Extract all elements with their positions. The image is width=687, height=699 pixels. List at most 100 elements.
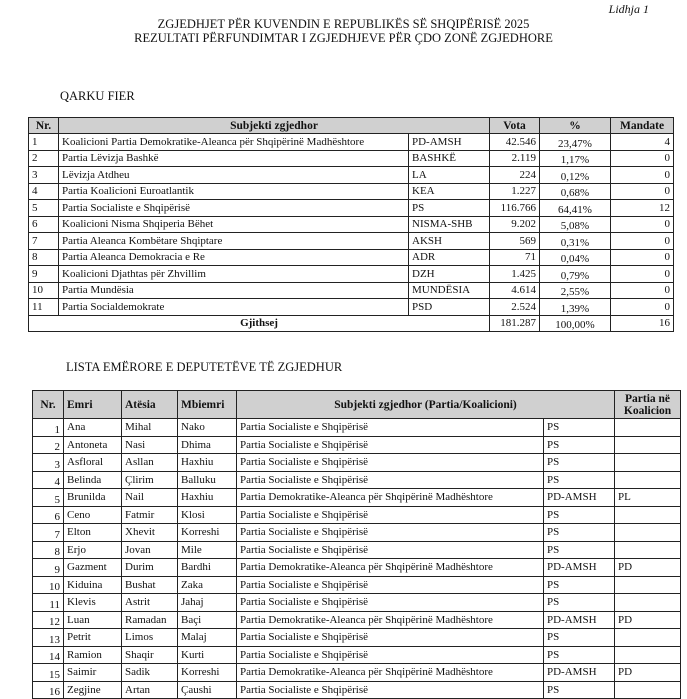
- table-row: 4 Partia Koalicioni Euroatlantik KEA 1.227 0…: [28, 182, 675, 200]
- father-name: Asllan: [121, 453, 178, 472]
- last-name: Korreshi: [177, 523, 237, 542]
- last-name: Mile: [177, 540, 237, 559]
- last-name: Kurti: [177, 645, 237, 664]
- mandates: 12: [610, 199, 675, 217]
- table-row: 16 Zegjine Artan Çaushi Partia Socialiste e …: [32, 680, 682, 699]
- row-nr: 3: [28, 166, 59, 184]
- subject-name: Partia Socialiste e Shqipërisë: [236, 680, 544, 699]
- first-name: Ceno: [63, 505, 122, 524]
- subject-name: Partia Socialiste e Shqipërisë: [236, 593, 544, 612]
- first-name: Saimir: [63, 663, 122, 682]
- col-subject: Subjekti zgjedhor: [57, 117, 491, 134]
- deputies-header-row: Nr. Emri Atësia Mbiemri Subjekti zgjedho…: [32, 390, 682, 419]
- mandates: 0: [610, 248, 675, 266]
- total-votes: 181.287: [489, 314, 541, 332]
- first-name: Zegjine: [63, 680, 122, 699]
- total-row: Gjithsej 181.287 100,00% 16: [27, 314, 675, 332]
- last-name: Balluku: [177, 470, 237, 489]
- coalition-party: [614, 575, 682, 594]
- col-votes: Vota: [489, 117, 541, 134]
- subject-abbr: PS: [542, 418, 616, 437]
- row-nr: 6: [32, 505, 64, 524]
- mandates: 4: [610, 133, 675, 151]
- row-nr: 6: [28, 215, 59, 233]
- mandates: 0: [610, 265, 675, 283]
- first-name: Ramion: [63, 645, 122, 664]
- row-nr: 10: [32, 575, 64, 594]
- father-name: Durim: [121, 558, 178, 577]
- last-name: Haxhiu: [177, 453, 237, 472]
- subject-abbr: ADR: [407, 248, 491, 266]
- results-table: Nr. Subjekti zgjedhor Vota % Mandate 1 Ko…: [27, 117, 675, 332]
- mandates: 0: [610, 281, 675, 299]
- subject-abbr: PS: [542, 628, 616, 647]
- father-name: Fatmir: [121, 505, 178, 524]
- father-name: Bushat: [121, 575, 178, 594]
- row-nr: 7: [32, 523, 64, 542]
- row-nr: 11: [28, 298, 59, 316]
- subject-name: Partia Socialiste e Shqipërisë: [236, 645, 544, 664]
- row-nr: 10: [28, 281, 59, 299]
- table-row: 7 Elton Xhevit Korreshi Partia Socialiste e …: [32, 523, 682, 542]
- first-name: Luan: [63, 610, 122, 629]
- col-nr: Nr.: [32, 390, 64, 419]
- last-name: Zaka: [177, 575, 237, 594]
- subject-abbr: KEA: [407, 182, 491, 200]
- coalition-party: [614, 628, 682, 647]
- row-nr: 11: [32, 593, 64, 612]
- last-name: Dhima: [177, 435, 237, 454]
- table-row: 8 Partia Aleanca Demokracia e Re ADR 71 0,04…: [28, 248, 675, 266]
- mandates: 0: [610, 298, 675, 316]
- col-percent: %: [539, 117, 612, 134]
- subject-abbr: MUNDËSIA: [407, 281, 491, 299]
- percent: 0,79%: [539, 265, 612, 283]
- subject-abbr: PS: [542, 523, 616, 542]
- annex-label: Lidhja 1: [608, 2, 649, 16]
- votes: 71: [489, 248, 541, 266]
- subject-name: Partia Aleanca Kombëtare Shqiptare: [58, 232, 409, 250]
- last-name: Korreshi: [177, 663, 237, 682]
- table-row: 11 Partia Socialdemokrate PSD 2.524 1,39% 0: [28, 298, 675, 316]
- coalition-party: PD: [614, 558, 682, 577]
- table-row: 5 Partia Socialiste e Shqipërisë PS 116.766…: [28, 199, 675, 217]
- subject-name: Partia Socialiste e Shqipërisë: [236, 523, 544, 542]
- subject-name: Partia Demokratike-Aleanca për Shqipërin…: [236, 558, 544, 577]
- col-subject: Subjekti zgjedhor (Partia/Koalicioni): [235, 390, 616, 419]
- subject-abbr: PD-AMSH: [542, 610, 616, 629]
- subject-name: Partia Socialiste e Shqipërisë: [58, 199, 409, 217]
- subject-name: Partia Mundësia: [58, 281, 409, 299]
- father-name: Sadik: [121, 663, 178, 682]
- table-row: 7 Partia Aleanca Kombëtare Shqiptare AKSH 5…: [28, 232, 675, 250]
- percent: 0,12%: [539, 166, 612, 184]
- subject-abbr: PS: [542, 505, 616, 524]
- subject-abbr: PS: [542, 435, 616, 454]
- percent: 1,17%: [539, 149, 612, 167]
- row-nr: 4: [32, 470, 64, 489]
- subject-name: Partia Lëvizja Bashkë: [58, 149, 409, 167]
- subject-abbr: BASHKË: [407, 149, 491, 167]
- subject-abbr: PD-AMSH: [407, 133, 491, 151]
- coalition-party: PD: [614, 663, 682, 682]
- coalition-party: [614, 505, 682, 524]
- row-nr: 7: [28, 232, 59, 250]
- row-nr: 8: [28, 248, 59, 266]
- coalition-party: [614, 540, 682, 559]
- coalition-party: [614, 435, 682, 454]
- col-last-name: Mbiemri: [177, 390, 237, 419]
- total-percent: 100,00%: [539, 314, 612, 332]
- row-nr: 9: [28, 265, 59, 283]
- percent: 5,08%: [539, 215, 612, 233]
- row-nr: 15: [32, 663, 64, 682]
- row-nr: 3: [32, 453, 64, 472]
- last-name: Nako: [177, 418, 237, 437]
- table-row: 2 Partia Lëvizja Bashkë BASHKË 2.119 1,17% 0: [28, 149, 675, 167]
- percent: 0,31%: [539, 232, 612, 250]
- table-row: 8 Erjo Jovan Mile Partia Socialiste e Shqipë…: [32, 540, 682, 559]
- father-name: Nasi: [121, 435, 178, 454]
- percent: 64,41%: [539, 199, 612, 217]
- row-nr: 5: [28, 199, 59, 217]
- deputies-heading: LISTA EMËRORE E DEPUTETËVE TË ZGJEDHUR: [66, 360, 343, 374]
- deputies-table: Nr. Emri Atësia Mbiemri Subjekti zgjedho…: [32, 390, 682, 699]
- subject-name: Koalicioni Djathtas për Zhvillim: [58, 265, 409, 283]
- subject-name: Partia Socialiste e Shqipërisë: [236, 435, 544, 454]
